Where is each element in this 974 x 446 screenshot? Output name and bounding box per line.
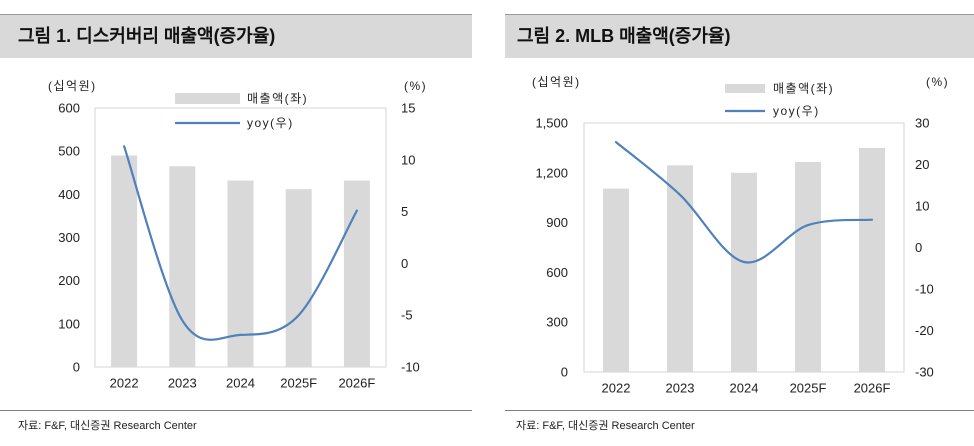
bar-2022 bbox=[111, 155, 138, 367]
chart-discovery-revenue: 0 100 200 300 400 500 600 -10 -5 0 5 10 15 2022 2023 20… bbox=[48, 79, 427, 391]
left-axis-unit-label: (십억원) bbox=[532, 75, 581, 89]
right-axis-tick-label: 15 bbox=[401, 101, 415, 116]
left-axis-tick-label: 200 bbox=[58, 273, 80, 288]
left-axis-tick-label: 0 bbox=[73, 360, 80, 375]
right-axis-tick-label: -30 bbox=[915, 365, 934, 380]
figure-panel-mlb: 그림 2. MLB 매출액(증가율) 0 300 600 900 1,200 1,500-… bbox=[505, 0, 974, 446]
left-axis-tick-label: 300 bbox=[546, 315, 568, 330]
bar-2024 bbox=[731, 172, 757, 372]
x-axis-category-label: 2023 bbox=[168, 376, 197, 391]
bar-2025F bbox=[795, 162, 821, 372]
legend-label: yoy(우) bbox=[773, 104, 820, 118]
left-axis-tick-label: 400 bbox=[58, 187, 80, 202]
left-axis-tick-label: 1,500 bbox=[535, 116, 568, 131]
left-axis-tick-label: 1,200 bbox=[535, 165, 568, 180]
right-axis-tick-label: -10 bbox=[401, 360, 420, 375]
x-axis-category-label: 2025F bbox=[280, 376, 317, 391]
figure-title-bar: 그림 2. MLB 매출액(증가율) bbox=[505, 14, 974, 58]
x-axis-category-label: 2022 bbox=[110, 376, 139, 391]
x-axis-category-label: 2022 bbox=[602, 381, 631, 396]
left-axis-tick-label: 600 bbox=[58, 101, 80, 116]
left-axis-tick-label: 0 bbox=[561, 365, 568, 380]
right-axis-tick-label: -5 bbox=[401, 308, 413, 323]
left-axis-unit-label: (십억원) bbox=[48, 79, 97, 93]
left-axis-tick-label: 100 bbox=[58, 316, 80, 331]
legend: 매출액(좌) yoy(우) bbox=[175, 92, 308, 130]
figure-title: 그림 1. 디스커버리 매출액(증가율) bbox=[18, 26, 276, 46]
bar-2026F bbox=[859, 147, 885, 372]
bar-2023 bbox=[169, 166, 196, 367]
legend-bar-swatch bbox=[725, 84, 765, 93]
right-axis-tick-label: -10 bbox=[915, 282, 934, 297]
figure-panel-discovery: 그림 1. 디스커버리 매출액(증가율) 0 100 200 300 400 500 600… bbox=[0, 0, 472, 446]
x-axis-category-label: 2026F bbox=[854, 381, 891, 396]
legend-label: yoy(우) bbox=[247, 116, 294, 130]
figure-title: 그림 2. MLB 매출액(증가율) bbox=[517, 26, 731, 46]
left-axis-tick-label: 300 bbox=[58, 230, 80, 245]
yoy-line bbox=[614, 141, 874, 264]
x-axis-category-label: 2024 bbox=[730, 381, 759, 396]
right-axis-tick-label: -20 bbox=[915, 323, 934, 338]
source-note: 자료: F&F, 대신증권 Research Center bbox=[0, 410, 472, 440]
legend-label: 매출액(좌) bbox=[773, 82, 834, 96]
bar-2026F bbox=[343, 180, 370, 367]
yoy-line bbox=[123, 145, 358, 341]
right-axis-tick-label: 0 bbox=[915, 240, 922, 255]
bar-2023 bbox=[667, 165, 693, 372]
chart-mlb-revenue: 0 300 600 900 1,200 1,500 -30 -20 -10 0 10 20 30 2022… bbox=[532, 75, 949, 396]
x-axis-category-label: 2025F bbox=[790, 381, 827, 396]
figure-title-bar: 그림 1. 디스커버리 매출액(증가율) bbox=[0, 14, 472, 58]
right-axis-tick-label: 10 bbox=[401, 152, 415, 167]
right-axis-tick-label: 30 bbox=[915, 116, 929, 131]
right-axis-tick-label: 5 bbox=[401, 204, 408, 219]
right-axis-tick-label: 10 bbox=[915, 199, 929, 214]
source-note: 자료: F&F, 대신증권 Research Center bbox=[505, 410, 974, 440]
left-axis-tick-label: 500 bbox=[58, 144, 80, 159]
left-axis-tick-label: 900 bbox=[546, 215, 568, 230]
right-axis-unit-label: (%) bbox=[926, 75, 949, 89]
x-axis-category-label: 2024 bbox=[226, 376, 255, 391]
right-axis-tick-label: 0 bbox=[401, 256, 408, 271]
bar-2022 bbox=[603, 188, 629, 372]
right-axis-unit-label: (%) bbox=[404, 79, 427, 93]
x-axis-category-label: 2026F bbox=[338, 376, 375, 391]
bar-2024 bbox=[227, 180, 254, 367]
legend: 매출액(좌) yoy(우) bbox=[725, 82, 834, 118]
x-axis-category-label: 2023 bbox=[666, 381, 695, 396]
bar-2025F bbox=[285, 189, 312, 367]
left-axis-tick-label: 600 bbox=[546, 265, 568, 280]
legend-label: 매출액(좌) bbox=[247, 92, 308, 106]
right-axis-tick-label: 20 bbox=[915, 157, 929, 172]
legend-bar-swatch bbox=[175, 93, 240, 104]
